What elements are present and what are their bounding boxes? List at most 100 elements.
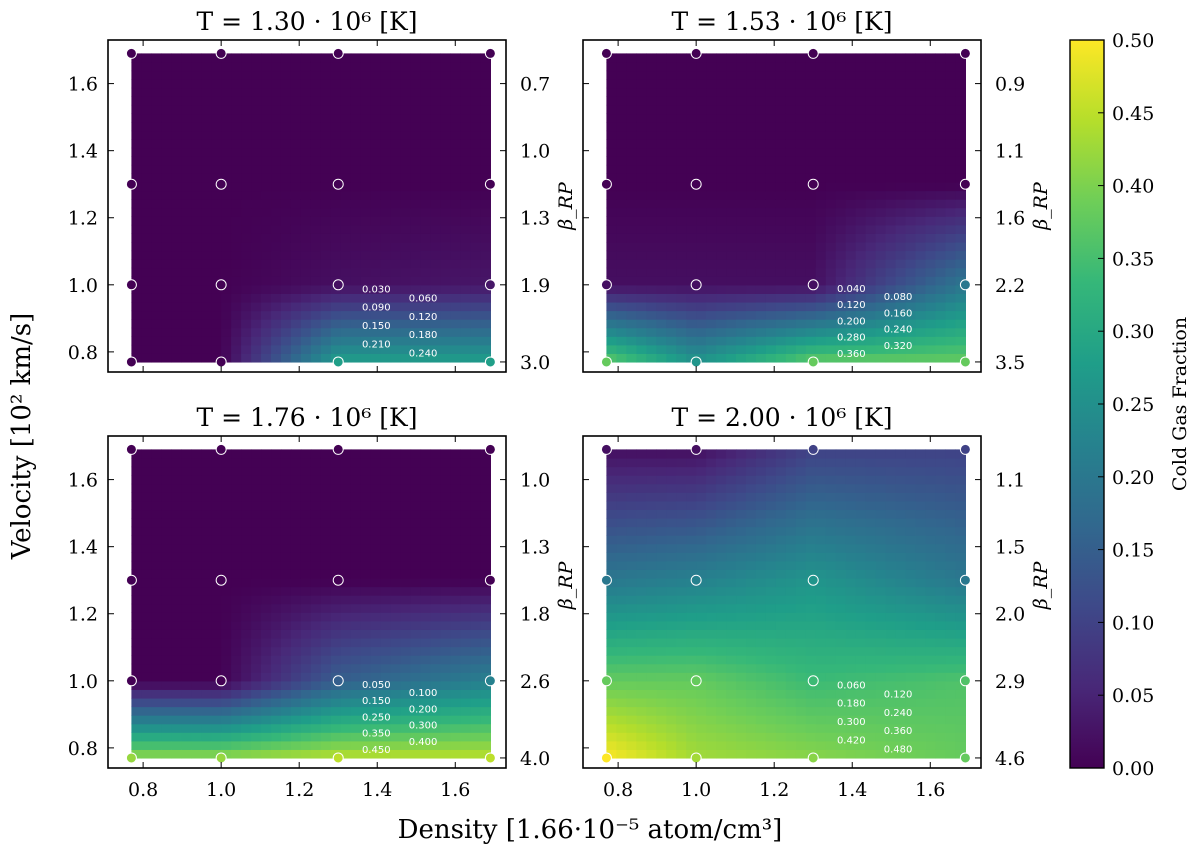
contour-cell [211, 345, 222, 354]
contour-cell [726, 156, 737, 165]
contour-cell [636, 552, 647, 561]
contour-cell [341, 199, 352, 208]
contour-cell [331, 518, 342, 527]
contour-cell [351, 458, 362, 467]
contour-cell [766, 156, 777, 165]
contour-cell [431, 259, 442, 268]
contour-cell [351, 88, 362, 97]
contour-cell [361, 638, 372, 647]
contour-cell [261, 535, 272, 544]
contour-cell [806, 467, 817, 476]
contour-cell [706, 535, 717, 544]
contour-cell [636, 518, 647, 527]
contour-cell [291, 587, 302, 596]
contour-cell [241, 638, 252, 647]
contour-cell [241, 88, 252, 97]
contour-cell [401, 242, 412, 251]
contour-cell [401, 233, 412, 242]
contour-cell [676, 216, 687, 225]
contour-cell [636, 458, 647, 467]
contour-cell [480, 199, 491, 208]
contour-cell [606, 621, 617, 630]
contour-cell [736, 689, 747, 698]
contour-cell [301, 535, 312, 544]
contour-cell [656, 122, 667, 131]
contour-cell [291, 122, 302, 131]
contour-cell [686, 544, 697, 553]
x-tick-label: 1.0 [206, 779, 236, 801]
contour-cell [626, 672, 637, 681]
contour-cell [706, 612, 717, 621]
contour-cell [706, 732, 717, 741]
contour-cell [616, 293, 627, 302]
contour-cell [361, 595, 372, 604]
contour-cell [856, 208, 867, 217]
contour-cell [371, 62, 382, 71]
contour-cell [221, 484, 232, 493]
contour-label: 0.050 [362, 680, 391, 691]
contour-cell [776, 242, 787, 251]
contour-cell [291, 311, 302, 320]
contour-cell [716, 319, 727, 328]
contour-cell [706, 475, 717, 484]
contour-cell [341, 527, 352, 536]
contour-cell [431, 527, 442, 536]
contour-cell [626, 336, 637, 345]
contour-cell [726, 527, 737, 536]
contour-cell [736, 535, 747, 544]
contour-cell [441, 527, 452, 536]
contour-cell [626, 148, 637, 157]
contour-cell [470, 475, 481, 484]
contour-cell [361, 561, 372, 570]
contour-cell [441, 561, 452, 570]
contour-cell [826, 173, 837, 182]
contour-cell [231, 552, 242, 561]
contour-cell [876, 71, 887, 80]
contour-cell [231, 647, 242, 656]
contour-cell [401, 595, 412, 604]
contour-cell [201, 268, 212, 277]
contour-cell [241, 535, 252, 544]
contour-cell [191, 527, 202, 536]
contour-cell [271, 698, 282, 707]
contour-cell [361, 612, 372, 621]
contour-cell [351, 587, 362, 596]
contour-cell [656, 259, 667, 268]
contour-cell [391, 604, 402, 613]
contour-cell [666, 353, 677, 362]
contour-cell [736, 208, 747, 217]
contour-cell [646, 79, 657, 88]
contour-cell [480, 302, 491, 311]
contour-cell [460, 655, 471, 664]
contour-cell [766, 199, 777, 208]
contour-cell [636, 276, 647, 285]
contour-cell [470, 689, 481, 698]
contour-cell [421, 647, 432, 656]
contour-cell [676, 62, 687, 71]
contour-cell [171, 156, 182, 165]
contour-cell [736, 62, 747, 71]
contour-cell [886, 199, 897, 208]
contour-cell [656, 664, 667, 673]
contour-cell [656, 604, 667, 613]
contour-cell [646, 199, 657, 208]
contour-cell [211, 544, 222, 553]
contour-cell [391, 732, 402, 741]
contour-cell [836, 629, 847, 638]
contour-cell [441, 131, 452, 140]
contour-cell [686, 467, 697, 476]
sample-point [691, 48, 701, 58]
contour-cell [221, 621, 232, 630]
contour-cell [211, 612, 222, 621]
contour-cell [151, 449, 162, 458]
contour-cell [451, 156, 462, 165]
contour-cell [716, 501, 727, 510]
contour-cell [421, 655, 432, 664]
contour-cell [131, 732, 142, 741]
sample-point [126, 753, 136, 763]
contour-cell [231, 458, 242, 467]
contour-cell [636, 698, 647, 707]
contour-cell [351, 672, 362, 681]
contour-cell [341, 732, 352, 741]
contour-cell [381, 173, 392, 182]
